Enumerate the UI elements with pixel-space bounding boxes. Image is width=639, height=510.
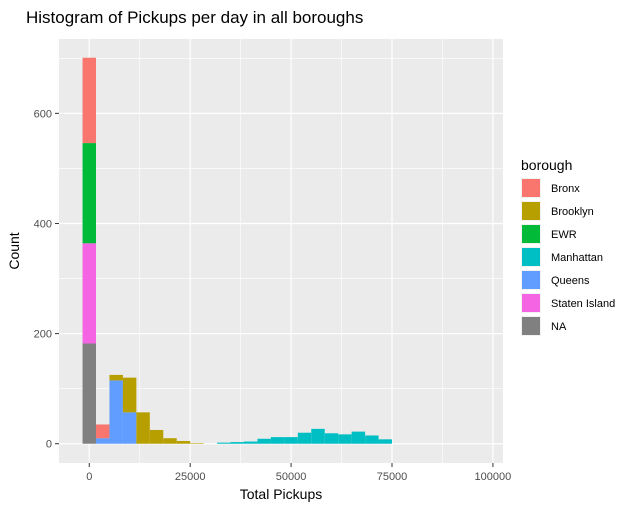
- legend-swatch-manhattan: [522, 248, 540, 266]
- legend-title: borough: [521, 157, 572, 173]
- bar-manhattan: [257, 438, 271, 444]
- bar-staten-island: [82, 243, 96, 344]
- x-tick-label: 25000: [175, 471, 206, 483]
- legend-swatch-bronx: [522, 179, 540, 197]
- bar-queens: [95, 438, 110, 444]
- bar-ewr: [82, 143, 96, 244]
- bar-brooklyn: [136, 412, 150, 444]
- y-tick-label: 600: [34, 108, 52, 120]
- bar-queens: [122, 412, 137, 444]
- legend-swatch-staten-island: [522, 294, 540, 312]
- bar-brooklyn: [122, 377, 137, 413]
- bar-manhattan: [311, 428, 325, 444]
- bar-brooklyn: [149, 429, 164, 444]
- legend-swatch-brooklyn: [522, 202, 540, 220]
- y-tick-label: 400: [34, 218, 52, 230]
- bar-manhattan: [230, 442, 245, 444]
- legend: borough Bronx Brooklyn EWR Manhattan Queens S…: [521, 157, 615, 336]
- bar-bronx: [82, 57, 96, 144]
- legend-label-queens: Queens: [551, 275, 590, 287]
- chart-title: Histogram of Pickups per day in all boro…: [26, 8, 363, 27]
- legend-items: Bronx Brooklyn EWR Manhattan Queens Staten Is…: [521, 178, 615, 336]
- legend-label-brooklyn: Brooklyn: [551, 206, 594, 218]
- legend-label-ewr: EWR: [551, 229, 577, 241]
- bar-brooklyn: [176, 440, 191, 444]
- bar-manhattan: [284, 437, 298, 444]
- bar-queens: [109, 380, 123, 444]
- bar-brooklyn: [163, 438, 177, 444]
- legend-label-na: NA: [551, 321, 567, 333]
- y-axis-title: Count: [6, 232, 22, 269]
- x-axis-title: Total Pickups: [240, 486, 322, 502]
- grid-minor: [59, 39, 503, 463]
- bar-manhattan: [378, 439, 392, 444]
- legend-label-manhattan: Manhattan: [551, 252, 603, 264]
- x-tick-label: 0: [86, 471, 92, 483]
- bar-manhattan: [270, 437, 285, 444]
- legend-swatch-queens: [522, 271, 540, 289]
- bar-manhattan: [297, 432, 312, 444]
- x-tick-label: 75000: [377, 471, 408, 483]
- x-tick-label: 100000: [475, 471, 512, 483]
- bar-bronx: [95, 424, 110, 439]
- x-axis: 0 25000 50000 75000 100000: [86, 463, 511, 483]
- bar-manhattan: [217, 442, 231, 444]
- y-tick-label: 200: [34, 329, 52, 341]
- legend-swatch-ewr: [522, 225, 540, 243]
- bar-manhattan: [351, 431, 366, 444]
- y-axis: 0 200 400 600: [34, 108, 59, 451]
- bar-manhattan: [365, 435, 379, 444]
- bar-brooklyn: [190, 443, 204, 444]
- x-tick-label: 50000: [276, 471, 307, 483]
- bar-na: [82, 343, 96, 444]
- bar-manhattan: [338, 434, 352, 444]
- bar-brooklyn: [109, 374, 123, 381]
- bars-layer: [82, 57, 392, 444]
- y-tick-label: 0: [46, 439, 52, 451]
- bar-manhattan: [244, 441, 258, 444]
- legend-swatch-na: [522, 317, 540, 335]
- legend-label-bronx: Bronx: [551, 183, 580, 195]
- bar-manhattan: [324, 433, 339, 444]
- legend-label-staten-island: Staten Island: [551, 298, 615, 310]
